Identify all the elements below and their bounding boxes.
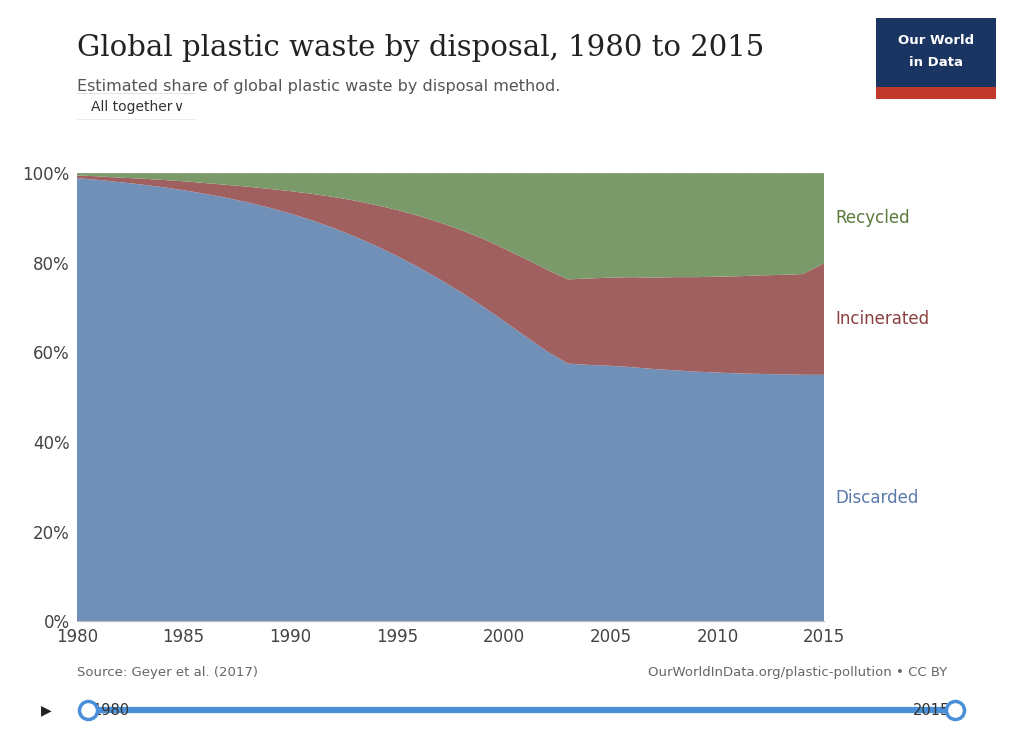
Bar — [876, 87, 996, 99]
Text: ∨: ∨ — [173, 99, 183, 114]
Text: Our World: Our World — [898, 35, 974, 47]
Text: 1980: 1980 — [93, 703, 130, 718]
FancyBboxPatch shape — [74, 93, 198, 120]
Text: All together: All together — [91, 99, 172, 114]
Text: Discarded: Discarded — [835, 489, 919, 507]
Bar — [876, 18, 996, 87]
Text: Source: Geyer et al. (2017): Source: Geyer et al. (2017) — [77, 666, 258, 679]
Text: ▶: ▶ — [41, 703, 51, 718]
Text: Incinerated: Incinerated — [835, 310, 929, 328]
Text: 2015: 2015 — [912, 703, 950, 718]
Text: Global plastic waste by disposal, 1980 to 2015: Global plastic waste by disposal, 1980 t… — [77, 34, 764, 62]
Text: Estimated share of global plastic waste by disposal method.: Estimated share of global plastic waste … — [77, 79, 560, 94]
Text: OurWorldInData.org/plastic-pollution • CC BY: OurWorldInData.org/plastic-pollution • C… — [648, 666, 947, 679]
Text: in Data: in Data — [909, 56, 963, 69]
Text: Recycled: Recycled — [835, 209, 909, 227]
